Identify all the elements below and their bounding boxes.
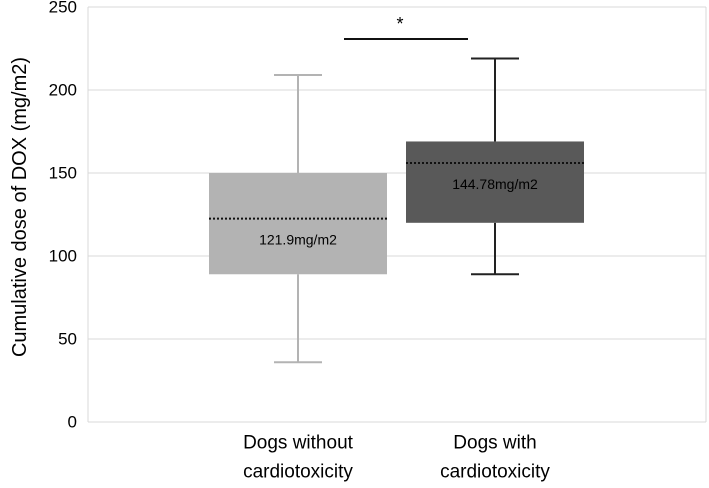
x-category-label: Dogs with <box>453 433 536 454</box>
significance-marker: * <box>344 14 468 40</box>
y-axis-label: Cumulative dose of DOX (mg/m2) <box>9 57 31 357</box>
x-axis-categories: Dogs without cardiotoxicity Dogs with cardi… <box>243 433 550 483</box>
y-tick-label: 250 <box>49 0 77 17</box>
x-category-label: cardiotoxicity <box>440 462 550 483</box>
x-category-label: cardiotoxicity <box>243 462 353 483</box>
x-category-label: Dogs without <box>243 433 354 454</box>
y-tick-label: 0 <box>68 413 77 432</box>
gridlines <box>88 6 706 340</box>
y-tick-label: 50 <box>58 330 77 349</box>
box-group: 121.9mg/m2 <box>209 74 387 364</box>
y-tick-label: 100 <box>49 247 77 266</box>
iqr-box <box>406 141 584 223</box>
y-tick-label: 200 <box>49 81 77 100</box>
mean-value-label: 144.78mg/m2 <box>452 176 538 192</box>
boxes: 121.9mg/m2 144.78mg/m2 <box>209 57 584 364</box>
axes <box>87 7 707 423</box>
significance-label: * <box>396 14 403 34</box>
mean-value-label: 121.9mg/m2 <box>259 232 337 248</box>
iqr-box <box>209 173 387 275</box>
y-tick-label: 150 <box>49 164 77 183</box>
box-group: 144.78mg/m2 <box>406 57 584 276</box>
y-axis-ticks: 0 50 100 150 200 250 <box>49 0 77 432</box>
